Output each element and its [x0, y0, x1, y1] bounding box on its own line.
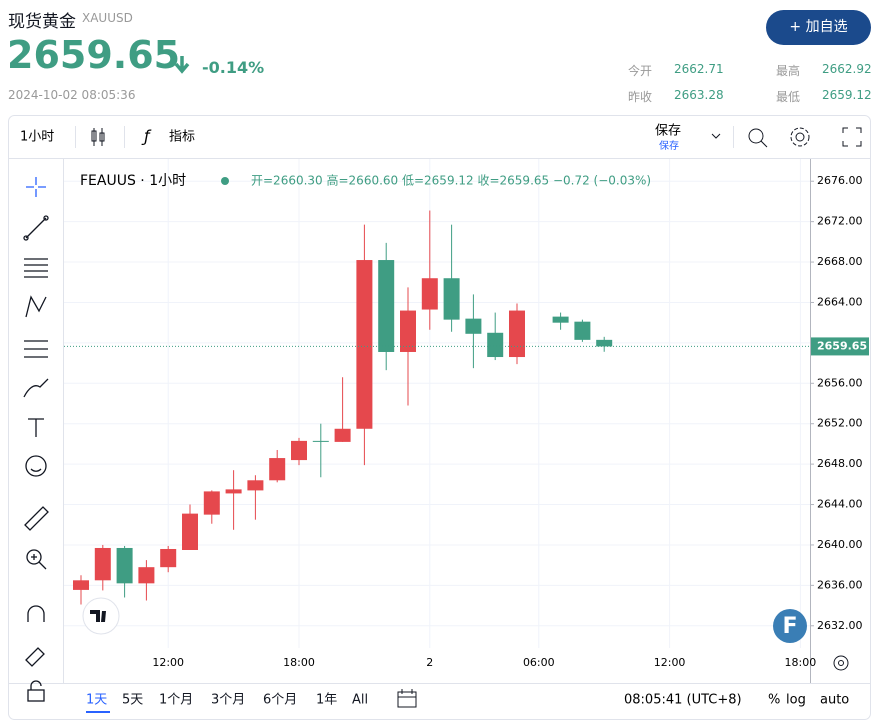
y-tick-label: 2640.00 [817, 538, 863, 551]
candle-body [552, 316, 569, 323]
stat-value: 2662.92 [822, 62, 872, 76]
tv-logo [82, 597, 120, 635]
candle-body [160, 548, 177, 568]
range-button[interactable]: 1年 [316, 693, 337, 708]
plot-layer [64, 158, 810, 648]
candle-body [291, 440, 307, 461]
y-tick-label: 2652.00 [817, 417, 863, 430]
symbol: XAUUSD [82, 11, 133, 25]
candle-body [116, 547, 133, 584]
candle-body [225, 489, 242, 494]
candle-body [378, 260, 395, 352]
change: -0.14% [202, 58, 265, 77]
interval[interactable]: 1小时 [20, 130, 54, 145]
x-tick-label: 2 [426, 656, 433, 669]
x-tick-label: 12:00 [654, 656, 686, 669]
candle-body [138, 567, 155, 584]
candle-body [182, 513, 198, 550]
candle-body [596, 339, 613, 347]
status-dot [221, 177, 229, 185]
candle-body [203, 491, 220, 515]
log-toggle[interactable]: log [786, 693, 806, 708]
candle-body [509, 310, 525, 358]
y-tick-label: 2676.00 [817, 174, 863, 187]
stat-label: 昨收 [628, 90, 653, 104]
settings-icon[interactable] [833, 655, 849, 671]
fx-icon[interactable]: ƒ [141, 127, 152, 146]
candle-body [487, 332, 504, 358]
y-tick-label: 2632.00 [817, 619, 863, 632]
candle-icon[interactable] [91, 128, 105, 146]
last-price-label: 2659.65 [817, 339, 867, 352]
candle-body [400, 310, 416, 352]
auto-toggle[interactable]: auto [820, 693, 849, 708]
widget-frame [8, 115, 871, 720]
x-tick-label: 18:00 [283, 656, 315, 669]
datetime: 2024-10-02 08:05:36 [8, 88, 136, 102]
stat-label: 今开 [628, 64, 653, 78]
save[interactable]: 保存 [655, 124, 681, 139]
watch-button[interactable]: + 加自选 [766, 10, 871, 45]
x-tick-label: 18:00 [785, 656, 817, 669]
clock: 08:05:41 (UTC+8) [624, 693, 742, 708]
stat-label: 最高 [776, 64, 801, 78]
y-tick-label: 2644.00 [817, 498, 863, 511]
range-button[interactable]: 1天 [86, 693, 107, 708]
range-button[interactable]: 1个月 [159, 693, 193, 708]
stat-value: 2662.71 [674, 62, 724, 76]
candle-body [334, 428, 351, 442]
candle-body [443, 278, 460, 320]
y-tick-label: 2656.00 [817, 376, 863, 389]
calendar-icon[interactable] [397, 689, 417, 708]
candle-body [574, 321, 591, 340]
down-arrow [174, 56, 190, 74]
candle-body [356, 260, 373, 429]
candle-body [312, 440, 329, 442]
range-button[interactable]: 3个月 [211, 693, 245, 708]
x-tick-label: 12:00 [152, 656, 184, 669]
badge-circle [773, 609, 807, 643]
indicators[interactable]: 指标 [169, 130, 195, 145]
y-tick-label: 2636.00 [817, 578, 863, 591]
candle-body [73, 580, 89, 590]
y-tick-label: 2664.00 [817, 295, 863, 308]
drawing-tools[interactable] [23, 177, 49, 702]
stat-label: 最低 [776, 90, 801, 104]
toolbar-icons[interactable] [748, 127, 862, 148]
dropdown-icon[interactable] [711, 133, 721, 139]
legend-title: FEAUUS · 1小时 [80, 173, 186, 189]
range-button[interactable]: 5天 [122, 693, 143, 708]
stat-value: 2659.12 [822, 88, 872, 102]
stat-value: 2663.28 [674, 88, 724, 102]
range-button[interactable]: 6个月 [263, 693, 297, 708]
ohlc-legend: 开=2660.30 高=2660.60 低=2659.12 收=2659.65 … [251, 173, 651, 188]
y-tick-label: 2648.00 [817, 457, 863, 470]
percent-toggle[interactable]: % [768, 693, 780, 708]
range-button[interactable]: All [352, 693, 368, 708]
candle-body [94, 547, 111, 581]
y-tick-label: 2668.00 [817, 255, 863, 268]
price: 2659.65 [7, 33, 181, 77]
candle-body [465, 318, 482, 334]
last-price-tag [811, 337, 869, 356]
candle-body [269, 458, 286, 481]
badge: F [782, 614, 797, 639]
save-sub: 保存 [659, 139, 679, 152]
y-tick-label: 2672.00 [817, 215, 863, 228]
title: 现货黄金 [8, 12, 76, 32]
x-tick-label: 06:00 [523, 656, 555, 669]
candle-body [247, 480, 264, 491]
candle-body [421, 278, 438, 310]
